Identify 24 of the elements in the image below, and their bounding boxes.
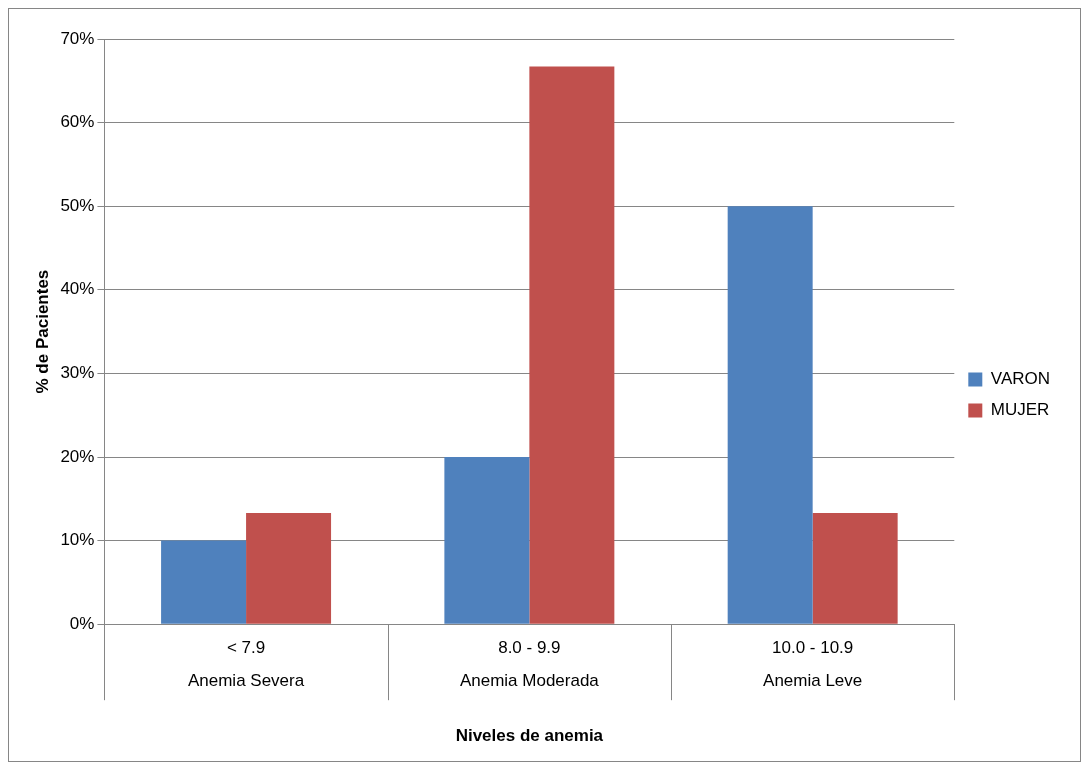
bar bbox=[812, 513, 898, 624]
x-tick-label: 10.0 - 10.9 bbox=[772, 638, 854, 658]
bar bbox=[246, 513, 332, 624]
text: Anemia Moderada bbox=[459, 670, 600, 690]
y-tick-label: 50% bbox=[60, 195, 95, 215]
bar bbox=[529, 66, 615, 624]
legend-label: VARON bbox=[990, 369, 1051, 389]
y-tick-label: 60% bbox=[60, 112, 95, 132]
y-tick-label: 10% bbox=[60, 530, 95, 550]
text: Anemia Leve bbox=[763, 670, 863, 690]
y-tick-label: 0% bbox=[69, 613, 95, 633]
bar bbox=[444, 457, 530, 624]
y-tick-label: 30% bbox=[60, 363, 95, 383]
x-tick-label: < 7.9 bbox=[226, 638, 266, 658]
x-tick-label: 8.0 - 9.9 bbox=[498, 638, 561, 658]
x-axis-title: Niveles de anemia bbox=[455, 726, 604, 746]
y-axis-title: % de Pacientes bbox=[32, 269, 52, 394]
bar bbox=[727, 206, 813, 624]
bar bbox=[161, 540, 247, 624]
y-tick-label: 40% bbox=[60, 279, 95, 299]
y-tick-label: 20% bbox=[60, 446, 95, 466]
y-tick-label: 70% bbox=[60, 28, 95, 48]
legend-label: MUJER bbox=[990, 400, 1050, 420]
text: Anemia Severa bbox=[187, 670, 305, 690]
